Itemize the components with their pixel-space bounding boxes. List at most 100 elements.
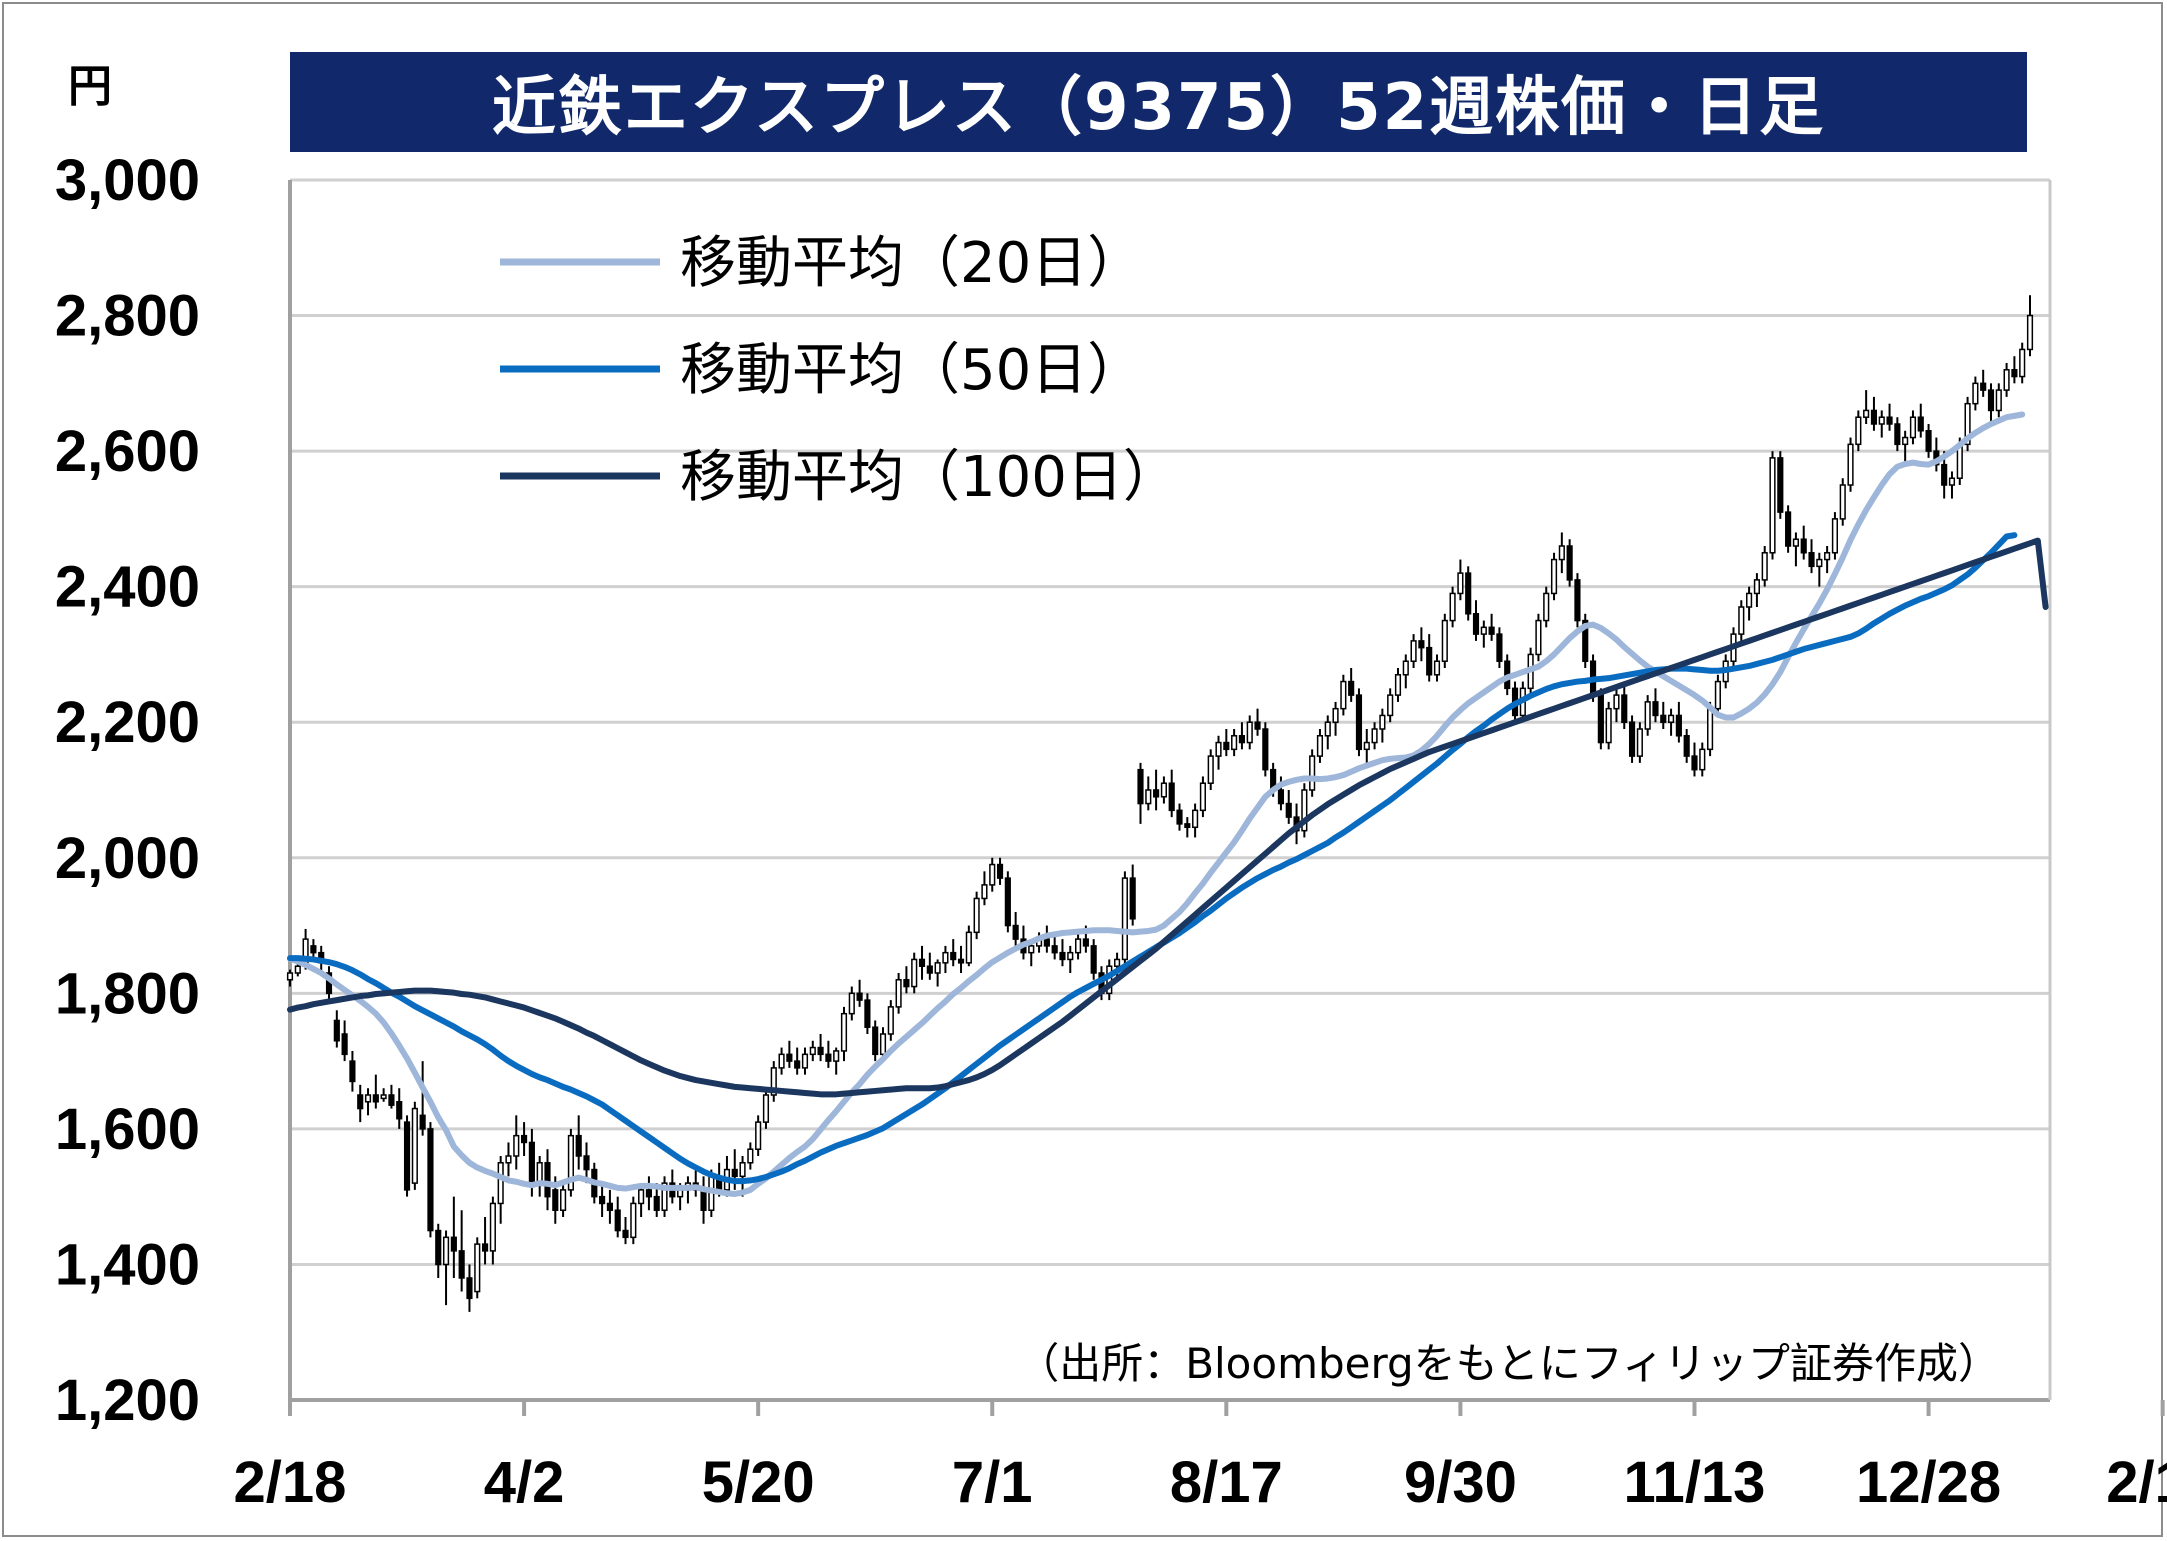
candle-body [1028, 945, 1035, 954]
candle-body [778, 1053, 785, 1069]
candle-body [1839, 484, 1846, 520]
candle-body [442, 1236, 450, 1266]
candle-body [1324, 721, 1331, 737]
y-tick-label: 1,600 [55, 1097, 200, 1162]
candle-body [606, 1202, 613, 1211]
candle-body [435, 1229, 442, 1266]
candle-body [1496, 633, 1503, 662]
candle-body [1184, 823, 1191, 829]
candle-body [1644, 701, 1651, 730]
candle-body [349, 1060, 356, 1083]
candle-body [427, 1128, 434, 1232]
candle-body [1558, 545, 1565, 561]
chart-title: 近鉄エクスプレス（9375）52週株価・日足 [290, 52, 2027, 152]
candle-body [1114, 958, 1121, 967]
axes [288, 180, 2165, 1416]
candle-body [1941, 463, 1948, 486]
candle-body [1948, 477, 1956, 486]
candle-body [380, 1094, 387, 1100]
candle-body [630, 1202, 637, 1239]
x-tick-label: 4/2 [484, 1450, 565, 1515]
candle-body [1418, 640, 1425, 649]
y-tick-label: 2,200 [55, 690, 200, 755]
legend: 移動平均（20日） 移動平均（50日） 移動平均（100日） [500, 231, 1179, 510]
ma-line-0 [287, 411, 2026, 1197]
candle-body [1816, 558, 1823, 568]
candle-body [1051, 945, 1058, 954]
candle-body [864, 999, 871, 1028]
candle-body [583, 1155, 590, 1171]
candle-body [895, 979, 902, 1008]
candle-body [755, 1121, 762, 1150]
candle-body [1215, 741, 1222, 757]
candle-body [1902, 436, 1909, 446]
candle-body [848, 992, 855, 1015]
candle-body [536, 1162, 543, 1184]
candle-body [1855, 416, 1862, 446]
candle-body [1964, 402, 1971, 446]
candle-body [677, 1189, 684, 1198]
candle-body [739, 1162, 746, 1178]
candle-body [1808, 552, 1815, 568]
candle-body [1582, 619, 1589, 662]
candle-body [489, 1202, 496, 1252]
candle-body [458, 1250, 465, 1279]
legend-label: 移動平均（50日） [680, 338, 1143, 403]
candle-body [1652, 701, 1659, 717]
candle-body [1972, 382, 1979, 405]
candle-body [1995, 389, 2002, 412]
candle-body [825, 1053, 832, 1062]
candle-body [1207, 755, 1214, 784]
y-tick-label: 2,000 [55, 826, 200, 891]
candle-body [1153, 789, 1160, 798]
candle-body [513, 1134, 520, 1157]
candle-body [1067, 951, 1074, 961]
candle-body [1332, 707, 1339, 723]
candle-body [1870, 409, 1878, 425]
candle-body [1574, 579, 1581, 622]
candle-body [2003, 369, 2010, 391]
candle-body [1847, 443, 1854, 486]
candle-body [1176, 809, 1183, 825]
candle-body [1277, 789, 1285, 805]
candle-body [1004, 877, 1011, 927]
candle-body [1402, 660, 1409, 676]
candle-body [1472, 613, 1480, 635]
candle-body [1909, 416, 1917, 439]
candle-body [388, 1094, 395, 1106]
candle-body [918, 958, 926, 967]
candle-body [1746, 592, 1753, 608]
candle-body [645, 1189, 653, 1198]
candle-body [622, 1229, 629, 1239]
candle-body [411, 1107, 418, 1184]
candle-body [1824, 552, 1831, 561]
moving-average-lines [287, 411, 2049, 1197]
candle-body [1613, 694, 1620, 710]
candle-body [1394, 674, 1402, 696]
candle-body [957, 958, 965, 964]
candle-body [1254, 721, 1261, 730]
candle-body [833, 1050, 840, 1062]
candle-body [903, 979, 910, 988]
candle-body [474, 1243, 481, 1293]
candle-body [1785, 511, 1792, 547]
candle-body [747, 1148, 754, 1164]
candle-body [1168, 782, 1175, 812]
candle-body [1246, 721, 1253, 744]
candle-body [505, 1155, 512, 1164]
candle-body [1090, 945, 1097, 974]
candle-body [1636, 728, 1643, 757]
candle-body [1082, 938, 1089, 947]
candle-body [1535, 619, 1542, 656]
x-tick-label: 12/28 [1856, 1450, 2001, 1515]
candle-body [396, 1101, 403, 1120]
candle-body [286, 972, 294, 981]
candle-body [1449, 592, 1456, 622]
x-tick-label: 11/13 [1624, 1450, 1766, 1515]
candle-body [1285, 802, 1292, 818]
candle-body [1667, 714, 1675, 723]
candle-body [1980, 382, 1987, 391]
candle-body [294, 965, 301, 974]
candle-body [1792, 538, 1799, 547]
